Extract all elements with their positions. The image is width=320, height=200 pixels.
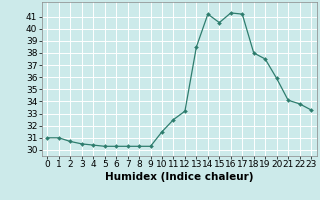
X-axis label: Humidex (Indice chaleur): Humidex (Indice chaleur) [105, 172, 253, 182]
